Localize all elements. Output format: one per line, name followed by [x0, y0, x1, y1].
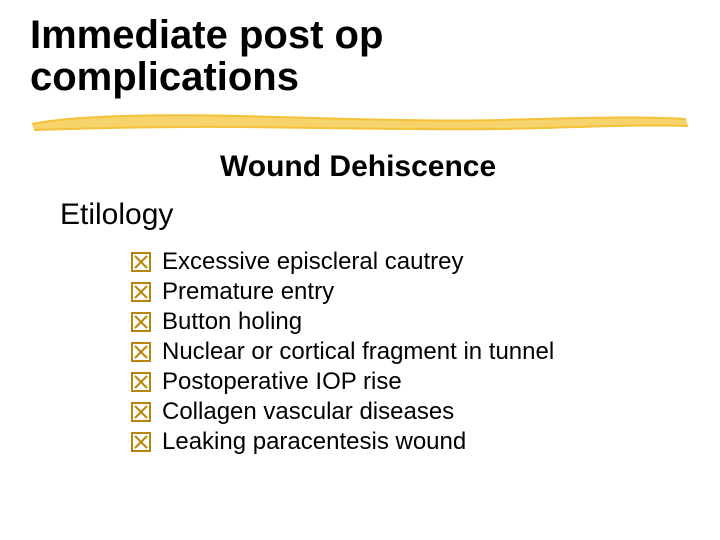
bullet-text: Nuclear or cortical fragment in tunnel: [162, 338, 554, 366]
bullet-text: Button holing: [162, 308, 302, 336]
checkbox-x-icon: [130, 311, 152, 333]
bullet-text: Premature entry: [162, 278, 334, 306]
section-heading: Etilology: [60, 198, 173, 232]
slide-title: Immediate post op complications: [30, 14, 383, 98]
bullet-item: Postoperative IOP rise: [130, 368, 554, 396]
bullet-item: Collagen vascular diseases: [130, 398, 554, 426]
bullet-item: Nuclear or cortical fragment in tunnel: [130, 338, 554, 366]
checkbox-x-icon: [130, 371, 152, 393]
bullet-text: Leaking paracentesis wound: [162, 428, 466, 456]
bullet-item: Premature entry: [130, 278, 554, 306]
checkbox-x-icon: [130, 251, 152, 273]
bullet-item: Button holing: [130, 308, 554, 336]
bullet-list: Excessive episcleral cautreyPremature en…: [130, 248, 554, 458]
bullet-item: Excessive episcleral cautrey: [130, 248, 554, 276]
checkbox-x-icon: [130, 431, 152, 453]
checkbox-x-icon: [130, 281, 152, 303]
bullet-item: Leaking paracentesis wound: [130, 428, 554, 456]
checkbox-x-icon: [130, 341, 152, 363]
slide-subtitle: Wound Dehiscence: [220, 150, 496, 184]
title-underline-brush: [30, 110, 690, 132]
checkbox-x-icon: [130, 401, 152, 423]
bullet-text: Postoperative IOP rise: [162, 368, 402, 396]
bullet-text: Collagen vascular diseases: [162, 398, 454, 426]
slide: Immediate post op complications Wound De…: [0, 0, 720, 540]
bullet-text: Excessive episcleral cautrey: [162, 248, 463, 276]
